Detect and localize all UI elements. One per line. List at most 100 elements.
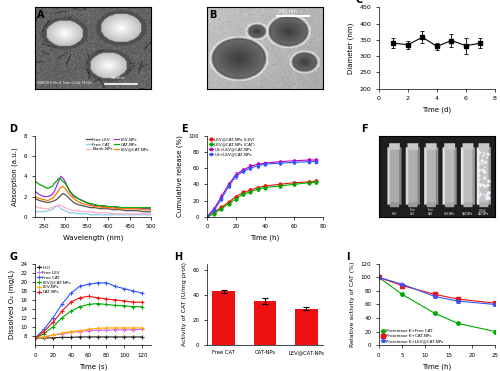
LEV@CAT-NPs	[118, 206, 124, 211]
LEV@CAT-NPs	[75, 199, 81, 204]
CAT-NPs	[110, 204, 116, 209]
Line: CAT-NPs: CAT-NPs	[32, 294, 144, 341]
LEV-NPs	[68, 329, 73, 334]
Free CAT	[84, 211, 89, 216]
Free CAT	[122, 213, 128, 217]
Free LEV	[36, 198, 43, 203]
Blank-NPs	[49, 206, 55, 210]
CAT-NPs	[105, 204, 111, 209]
Line: Free CAT: Free CAT	[35, 206, 151, 215]
Line: LEV@CAT-NPs: LEV@CAT-NPs	[35, 186, 151, 210]
Free LEV	[112, 328, 118, 332]
Free CAT	[136, 213, 141, 217]
Free CAT	[131, 213, 137, 217]
Free CAT	[32, 336, 38, 341]
Proteinase K+CAT-NPs	[455, 297, 461, 301]
CAT-NPs	[66, 188, 72, 193]
LEV-NPs	[60, 176, 66, 180]
Blank-NPs	[140, 211, 145, 216]
LEV-NPs	[96, 204, 102, 209]
Legend: H₂O, Free LEV, Free CAT, LEV@CAT-NPs, LEV-NPs, CAT-NPs: H₂O, Free LEV, Free CAT, LEV@CAT-NPs, LE…	[37, 266, 71, 294]
Free CAT	[140, 213, 145, 217]
LEV@CAT-NPs	[59, 316, 65, 320]
CAT-NPs	[49, 184, 55, 188]
Line: H₂O: H₂O	[32, 335, 144, 341]
H₂O	[41, 336, 47, 340]
Bar	[212, 291, 235, 345]
CAT-NPs	[62, 181, 68, 186]
Bar	[295, 309, 318, 345]
LEV@CAT-NPs	[56, 188, 62, 193]
LEV@CAT-NPs	[105, 206, 111, 210]
Legend: LEV@CAT-NPs (LEV), LEV@CAT-NPs (CAT), US+LEV@CAT-NPs, US+LEV@CAT-NPs: LEV@CAT-NPs (LEV), LEV@CAT-NPs (CAT), US…	[209, 138, 255, 156]
LEV-NPs	[45, 194, 51, 199]
LEV@CAT-NPs	[68, 309, 73, 313]
Proteinase K+Free CAT	[432, 311, 438, 315]
LEV@CAT-NPs	[122, 303, 128, 308]
CAT-NPs	[112, 298, 118, 302]
LEV-NPs	[59, 331, 65, 335]
Blank-NPs	[45, 206, 51, 211]
Blank-NPs	[80, 210, 86, 214]
Blank-NPs	[92, 210, 98, 215]
Blank-NPs	[101, 210, 107, 215]
H₂O	[76, 335, 82, 339]
Free LEV	[56, 195, 62, 200]
Line: LEV@CAT-NPs: LEV@CAT-NPs	[32, 301, 144, 341]
Line: LEV-NPs: LEV-NPs	[32, 325, 144, 341]
LEV@CAT-NPs	[101, 206, 107, 210]
Text: 200 nm: 200 nm	[278, 9, 296, 14]
Free CAT	[64, 210, 70, 214]
Free LEV	[144, 210, 150, 214]
LEV@CAT-NPs	[92, 204, 98, 209]
Free CAT	[104, 280, 110, 285]
Free CAT	[76, 284, 82, 289]
Line: CAT-NPs: CAT-NPs	[35, 178, 151, 208]
LEV-NPs	[86, 327, 91, 331]
Blank-NPs	[62, 206, 68, 210]
Free LEV	[114, 207, 119, 212]
X-axis label: Wavelength (nm): Wavelength (nm)	[63, 235, 124, 242]
LEV@CAT-NPs	[139, 305, 145, 309]
Blank-NPs	[144, 211, 150, 216]
H₂O	[32, 336, 38, 341]
Blank-NPs	[70, 209, 76, 213]
Text: LEV-NPs: LEV-NPs	[444, 212, 454, 216]
LEV-NPs	[56, 179, 62, 184]
CAT-NPs	[56, 176, 62, 180]
CAT-NPs	[130, 300, 136, 305]
LEV-NPs	[88, 203, 94, 207]
Free CAT	[58, 206, 64, 211]
LEV-NPs	[148, 206, 154, 211]
CAT-NPs	[59, 309, 65, 313]
LEV@CAT-NPs	[45, 198, 51, 203]
Text: Free
CAT: Free CAT	[428, 208, 434, 216]
Text: D: D	[10, 124, 18, 134]
LEV@CAT-NPs	[32, 194, 38, 199]
CAT-NPs	[122, 299, 128, 303]
LEV-NPs	[136, 206, 141, 211]
Free CAT	[112, 284, 118, 289]
Free CAT	[86, 282, 91, 286]
Free LEV	[62, 192, 68, 197]
Free CAT	[80, 211, 86, 216]
Text: H₂O: H₂O	[392, 212, 397, 216]
CAT-NPs	[54, 179, 60, 184]
LEV@CAT-NPs	[148, 207, 154, 212]
Free LEV	[130, 328, 136, 332]
Free LEV	[45, 200, 51, 205]
Free CAT	[75, 211, 81, 216]
LEV-NPs	[104, 326, 110, 330]
Proteinase K+CAT-NPs	[432, 292, 438, 296]
Free CAT	[45, 209, 51, 213]
CAT-NPs	[131, 206, 137, 210]
Blank-NPs	[64, 206, 70, 211]
Free CAT	[66, 210, 72, 215]
Proteinase K+Free CAT	[376, 275, 382, 280]
Blank-NPs	[75, 209, 81, 213]
Free CAT	[144, 213, 150, 217]
LEV@CAT-NPs	[49, 196, 55, 201]
CAT-NPs	[36, 182, 43, 187]
Blank-NPs	[66, 207, 72, 212]
LEV@CAT-NPs	[52, 194, 58, 199]
